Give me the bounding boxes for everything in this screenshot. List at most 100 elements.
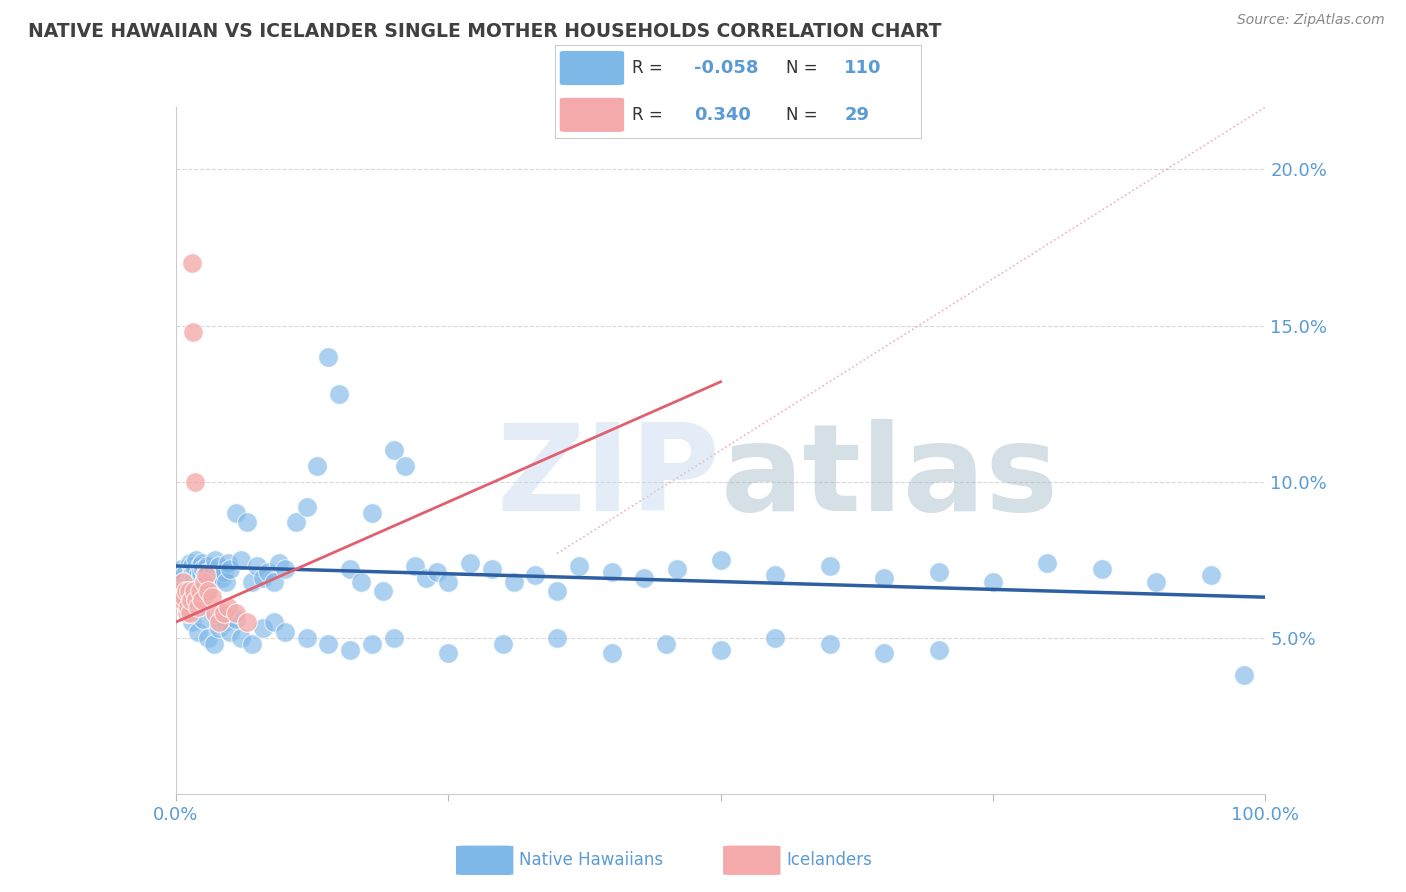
Point	[481, 562, 503, 576]
Point	[174, 583, 197, 598]
Point	[176, 583, 198, 598]
Point	[225, 606, 247, 620]
Text: Source: ZipAtlas.com: Source: ZipAtlas.com	[1237, 13, 1385, 28]
Text: Icelanders: Icelanders	[786, 851, 872, 869]
FancyBboxPatch shape	[456, 845, 515, 876]
Point	[191, 593, 214, 607]
Point	[269, 556, 291, 570]
Point	[225, 612, 247, 626]
Point	[173, 591, 195, 605]
Point	[360, 637, 382, 651]
Point	[180, 593, 202, 607]
Point	[167, 591, 190, 605]
Point	[252, 571, 274, 585]
Point	[179, 606, 201, 620]
Point	[295, 631, 318, 645]
Point	[215, 574, 238, 589]
Point	[274, 562, 297, 576]
Point	[524, 568, 547, 582]
Point	[307, 458, 329, 473]
Point	[350, 574, 373, 589]
Point	[179, 556, 201, 570]
Point	[170, 583, 193, 598]
Point	[188, 558, 211, 574]
Point	[186, 599, 209, 614]
Point	[181, 615, 204, 630]
Point	[202, 637, 225, 651]
Point	[546, 583, 568, 598]
Text: 29: 29	[844, 106, 869, 124]
Point	[184, 562, 207, 576]
Point	[633, 571, 655, 585]
Point	[193, 574, 215, 589]
Point	[415, 571, 437, 585]
Point	[981, 574, 1004, 589]
Point	[360, 506, 382, 520]
Point	[252, 621, 274, 635]
Text: 110: 110	[844, 59, 882, 77]
Point	[246, 558, 269, 574]
Point	[183, 583, 205, 598]
Point	[666, 562, 689, 576]
Point	[173, 568, 195, 582]
Point	[546, 631, 568, 645]
Point	[195, 558, 218, 574]
Point	[600, 566, 623, 580]
Point	[873, 646, 896, 660]
Point	[235, 515, 257, 529]
Point	[214, 615, 236, 630]
Point	[186, 624, 209, 639]
Point	[197, 631, 219, 645]
Point	[183, 571, 205, 585]
Point	[710, 552, 733, 567]
Point	[205, 568, 228, 582]
Point	[195, 583, 218, 598]
Point	[1232, 668, 1256, 682]
Text: N =: N =	[786, 106, 817, 124]
Point	[201, 562, 224, 576]
Point	[437, 574, 460, 589]
Point	[197, 583, 219, 598]
Point	[194, 568, 217, 582]
Text: -0.058: -0.058	[695, 59, 759, 77]
Point	[928, 643, 950, 657]
Point	[219, 562, 242, 576]
Point	[502, 574, 524, 589]
Point	[219, 624, 242, 639]
Point	[212, 566, 235, 580]
Text: 0.340: 0.340	[695, 106, 751, 124]
Point	[818, 558, 841, 574]
Point	[263, 574, 285, 589]
Point	[211, 571, 233, 585]
Point	[1036, 556, 1059, 570]
Point	[176, 606, 198, 620]
Point	[208, 615, 231, 630]
Point	[371, 583, 394, 598]
Text: Native Hawaiians: Native Hawaiians	[519, 851, 664, 869]
Point	[928, 566, 950, 580]
Point	[191, 562, 214, 576]
Point	[212, 606, 235, 620]
Text: ZIP: ZIP	[496, 419, 721, 536]
Point	[181, 256, 204, 270]
Point	[240, 637, 263, 651]
Point	[181, 566, 204, 580]
Point	[177, 599, 200, 614]
Point	[235, 615, 257, 630]
Point	[710, 643, 733, 657]
Point	[188, 571, 211, 585]
Point	[186, 583, 209, 598]
Point	[204, 552, 226, 567]
Point	[492, 637, 515, 651]
Point	[458, 556, 481, 570]
Point	[172, 593, 194, 607]
Point	[763, 631, 786, 645]
Point	[257, 566, 280, 580]
Point	[172, 574, 194, 589]
Point	[186, 593, 208, 607]
Point	[394, 458, 416, 473]
Point	[181, 574, 204, 589]
Point	[263, 615, 285, 630]
Point	[240, 574, 263, 589]
Point	[382, 443, 405, 458]
